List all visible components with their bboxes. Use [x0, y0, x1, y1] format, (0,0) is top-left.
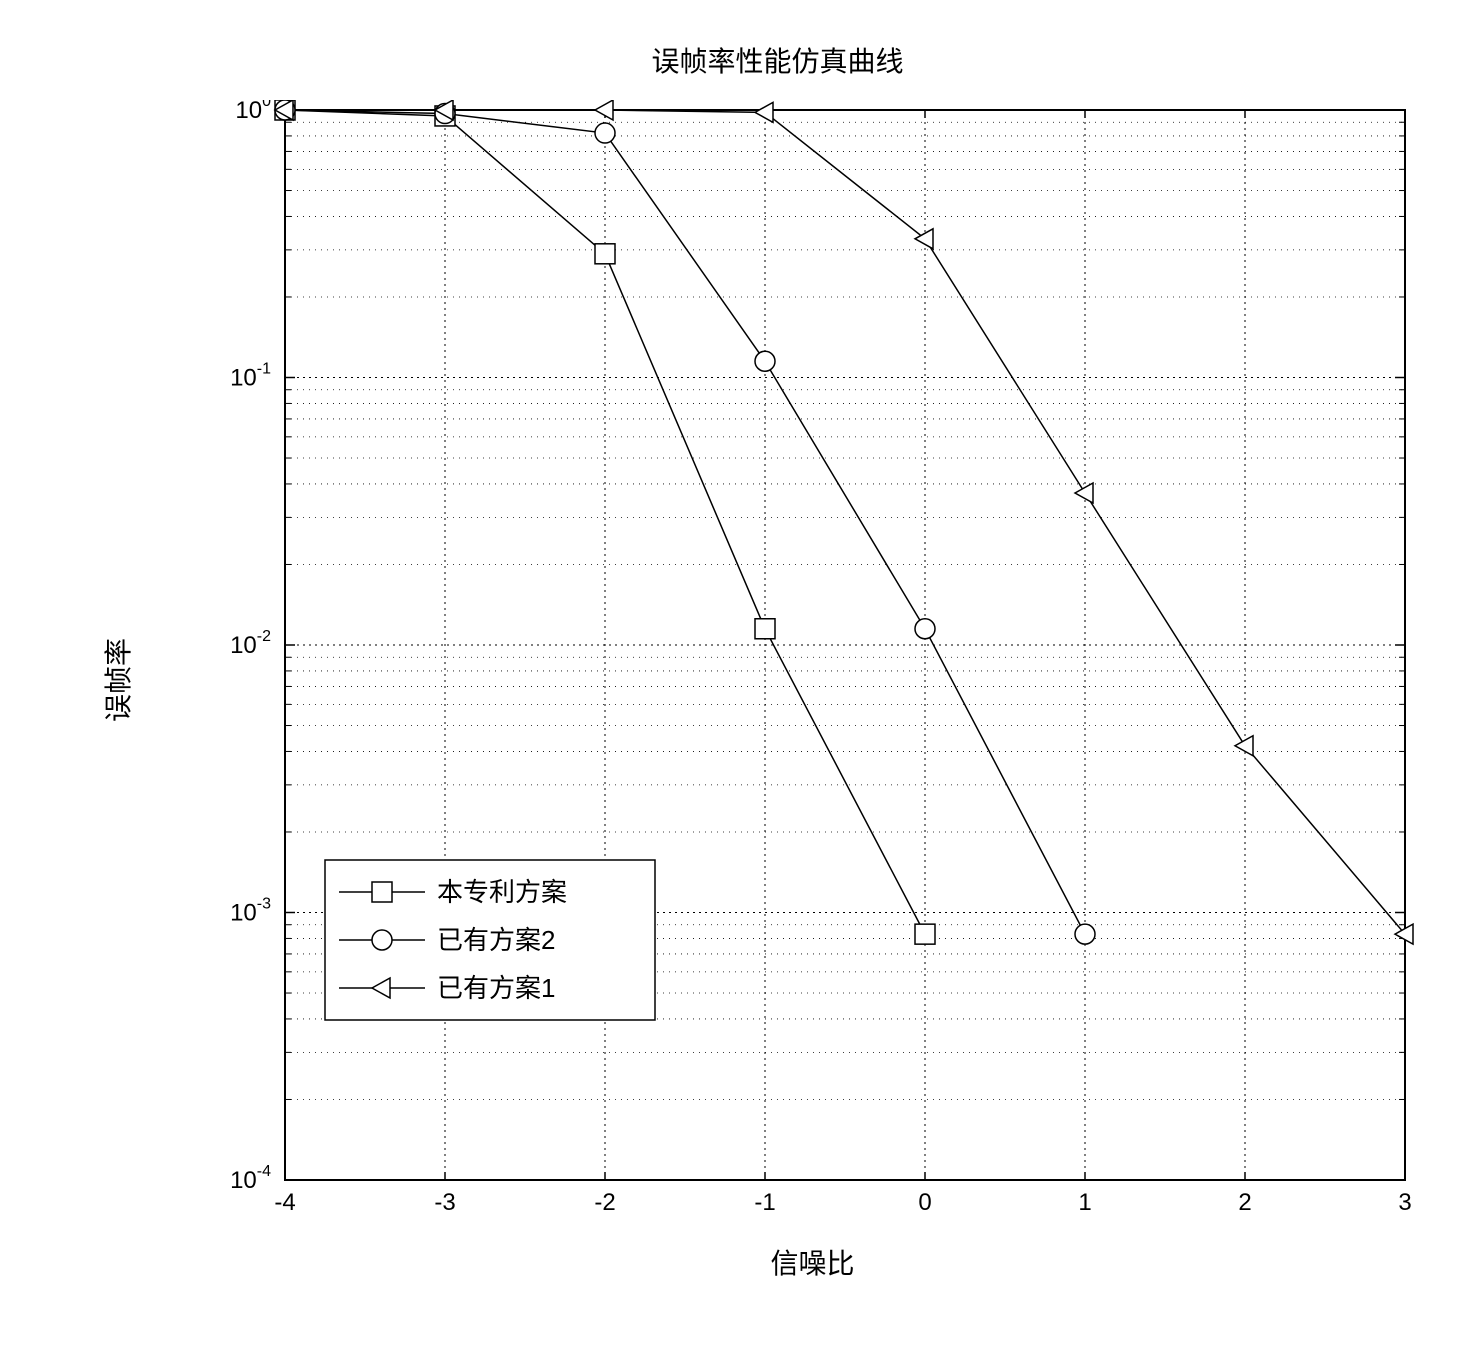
svg-text:10-3: 10-3: [230, 896, 271, 927]
svg-text:10-4: 10-4: [230, 1163, 271, 1194]
x-axis-label: 信噪比: [215, 1242, 1410, 1282]
svg-text:已有方案1: 已有方案1: [437, 973, 555, 1003]
svg-text:-1: -1: [754, 1189, 775, 1216]
svg-text:1: 1: [1078, 1189, 1091, 1216]
svg-text:本专利方案: 本专利方案: [437, 877, 567, 907]
svg-text:2: 2: [1238, 1189, 1251, 1216]
plot-svg: -4 -3 -2 -1 0 1 2 3 10-4 10-3 10-2 10-1 100 本专利方案已有方案…: [215, 100, 1415, 1230]
chart-container: 误帧率性能仿真曲线 误帧率 -4 -3 -2 -1 0 1 2 3 10-4 10-3 10-2 10…: [60, 40, 1410, 1320]
chart-title: 误帧率性能仿真曲线: [145, 40, 1410, 80]
y-axis-label: 误帧率: [97, 638, 137, 722]
plot-area: -4 -3 -2 -1 0 1 2 3 10-4 10-3 10-2 10-1 100 本专利方案已有方案…: [215, 100, 1410, 1230]
svg-text:0: 0: [918, 1189, 931, 1216]
svg-text:-2: -2: [594, 1189, 615, 1216]
svg-text:10-1: 10-1: [230, 361, 271, 392]
svg-text:3: 3: [1398, 1189, 1411, 1216]
svg-text:10-2: 10-2: [230, 628, 271, 659]
svg-text:-4: -4: [274, 1189, 295, 1216]
svg-text:100: 100: [235, 100, 271, 124]
svg-text:已有方案2: 已有方案2: [437, 925, 555, 955]
svg-text:-3: -3: [434, 1189, 455, 1216]
